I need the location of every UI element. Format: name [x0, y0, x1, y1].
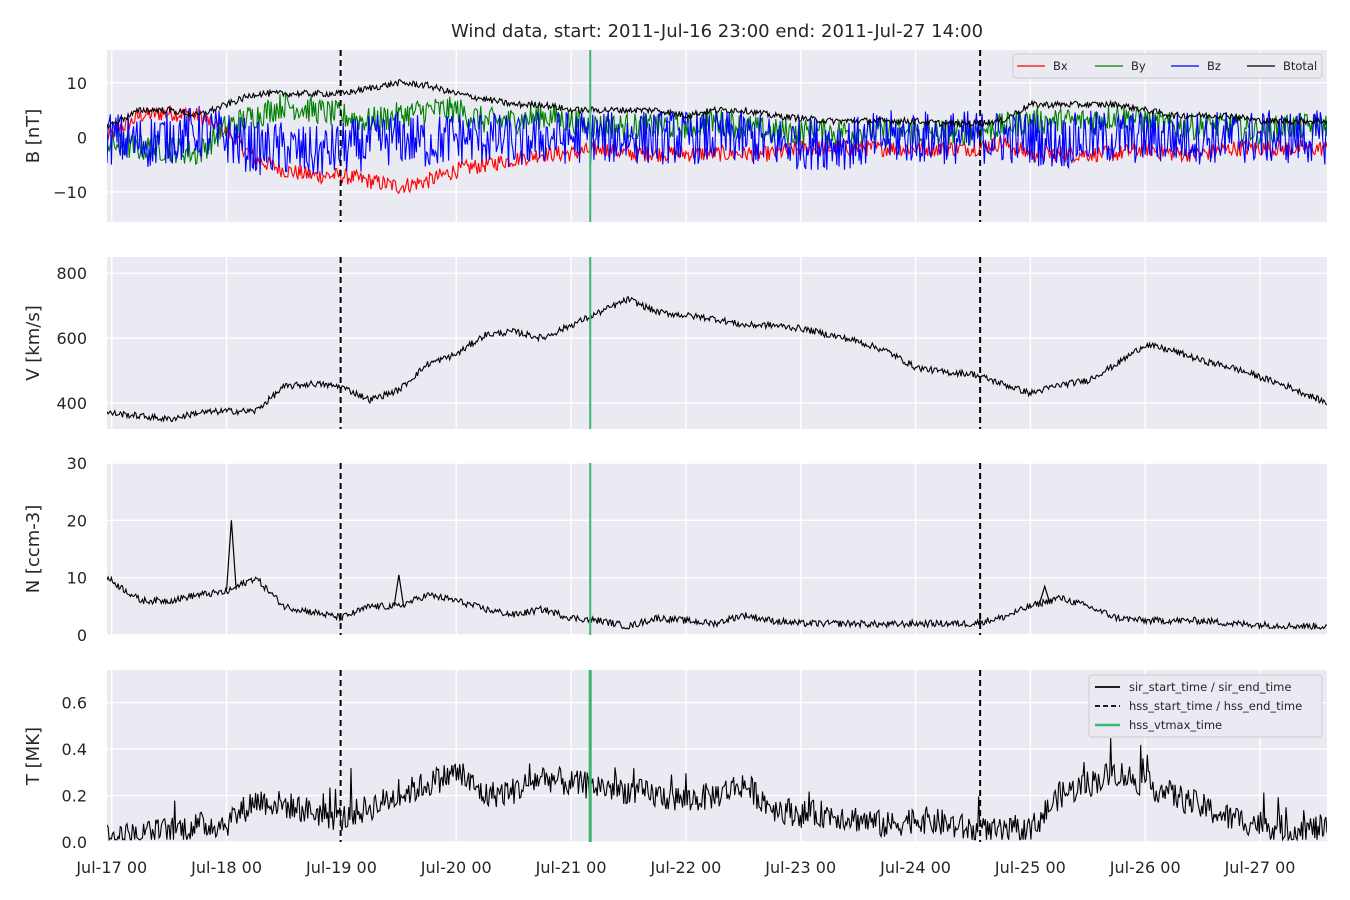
y-tick-label: 600: [56, 329, 87, 348]
panel-2: 400 600 800 V [km/s]: [23, 257, 1327, 429]
series-group: [107, 520, 1327, 631]
series-line: [107, 738, 1327, 842]
legend-label: sir_start_time / sir_end_time: [1129, 680, 1291, 694]
y-tick-label: 0.0: [62, 833, 87, 852]
legend-label: Bx: [1053, 59, 1068, 73]
series-spike: [393, 574, 405, 607]
legend-label: By: [1131, 59, 1146, 73]
series-line: [107, 575, 1327, 631]
series-spike: [226, 520, 237, 590]
y-tick-label: 0: [77, 128, 87, 147]
panel-3: 0 10 20 30 N [ccm-3]: [23, 454, 1327, 645]
y-axis-label: B [nT]: [23, 109, 44, 164]
y-tick-label: 400: [56, 394, 87, 413]
panel-4: 0.0 0.2 0.4 0.6 T [MK] Jul-17 00 Jul-18 00 Jul-…: [23, 670, 1327, 877]
y-tick-label: 0.6: [62, 694, 87, 713]
y-tick-label: 10: [67, 74, 87, 93]
plot-background: [107, 257, 1327, 429]
y-axis-label: N [ccm-3]: [23, 505, 44, 594]
panel-1: −10 0 10 B [nT] Bx By Bz Btotal: [23, 50, 1327, 222]
x-tick-label: Jul-27 00: [1224, 858, 1296, 877]
series-line: [107, 296, 1327, 423]
x-tick-label: Jul-23 00: [764, 858, 836, 877]
series-spike: [1039, 584, 1051, 603]
panels: −10 0 10 B [nT] Bx By Bz Btotal 400 600 800 V [km/s…: [23, 50, 1327, 877]
series-line-bx: [107, 105, 1327, 195]
x-tick-label: Jul-20 00: [420, 858, 492, 877]
series-line-bz: [107, 105, 1327, 176]
legend-label: hss_vtmax_time: [1129, 718, 1222, 732]
series-group: [107, 78, 1327, 195]
series-group: [107, 738, 1327, 842]
series-line-btotal: [107, 78, 1327, 131]
y-tick-label: 0: [77, 626, 87, 645]
legend-label: Btotal: [1283, 59, 1317, 73]
legend-b: Bx By Bz Btotal: [1012, 53, 1323, 79]
legend-label: hss_start_time / hss_end_time: [1129, 699, 1302, 713]
y-tick-label: 30: [67, 454, 87, 473]
x-tick-label: Jul-26 00: [1109, 858, 1181, 877]
y-axis-label: T [MK]: [23, 727, 44, 786]
legend-label: Bz: [1207, 59, 1221, 73]
legend-box: [1012, 53, 1323, 79]
legend-box: [1088, 674, 1323, 738]
legend-events: sir_start_time / sir_end_time hss_start_t…: [1088, 674, 1323, 738]
plot-background: [107, 463, 1327, 635]
y-axis-label: V [km/s]: [23, 305, 44, 380]
y-tick-label: −10: [53, 183, 87, 202]
x-tick-label: Jul-24 00: [879, 858, 951, 877]
y-tick-label: 0.2: [62, 787, 87, 806]
y-tick-label: 10: [67, 569, 87, 588]
x-tick-label: Jul-19 00: [305, 858, 377, 877]
series-group: [107, 296, 1327, 423]
y-tick-label: 20: [67, 511, 87, 530]
y-tick-label: 800: [56, 264, 87, 283]
x-tick-label: Jul-21 00: [535, 858, 607, 877]
figure-title: Wind data, start: 2011-Jul-16 23:00 end:…: [451, 21, 983, 42]
x-tick-label: Jul-22 00: [649, 858, 721, 877]
x-tick-label: Jul-18 00: [190, 858, 262, 877]
x-tick-label: Jul-17 00: [75, 858, 147, 877]
y-tick-label: 0.4: [62, 740, 87, 759]
x-tick-label: Jul-25 00: [994, 858, 1066, 877]
